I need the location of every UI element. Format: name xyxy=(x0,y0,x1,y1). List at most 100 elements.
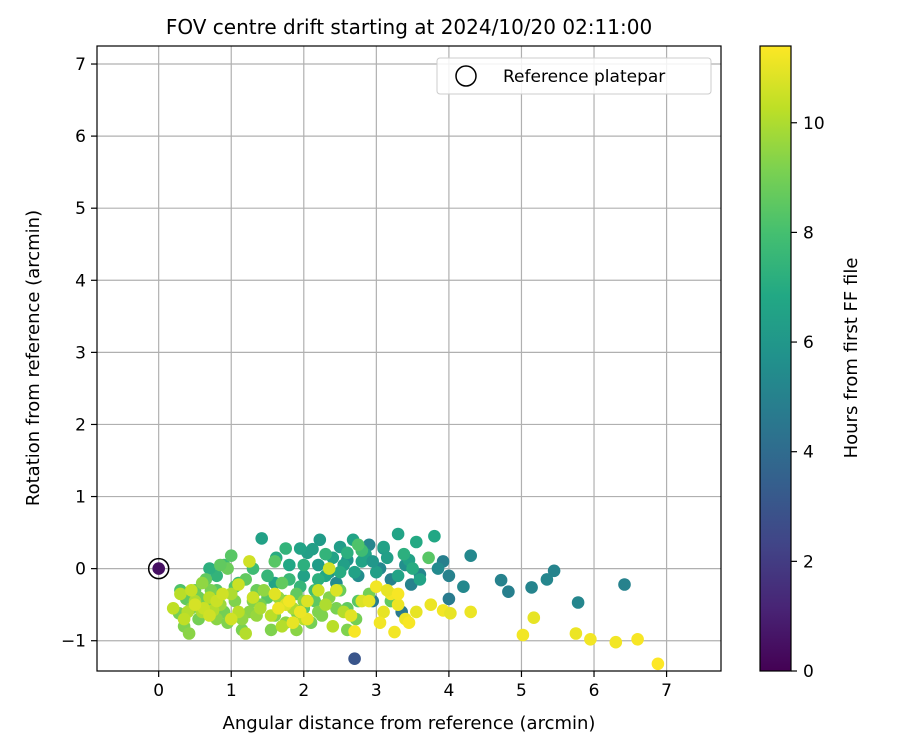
data-point xyxy=(571,596,585,609)
x-tick-label: 2 xyxy=(298,681,309,701)
data-point xyxy=(283,558,296,572)
colorbar-tick-label: 10 xyxy=(803,114,825,134)
data-point xyxy=(319,598,332,611)
data-point xyxy=(391,587,405,601)
x-tick-label: 1 xyxy=(226,681,237,701)
data-point xyxy=(182,627,196,640)
y-tick-label: 6 xyxy=(75,127,86,147)
data-point xyxy=(431,562,445,575)
colorbar-frame xyxy=(759,45,792,672)
x-tick-label: 0 xyxy=(153,681,164,701)
reference-marker xyxy=(147,557,170,580)
y-axis-label: Rotation from reference (arcmin) xyxy=(23,210,44,506)
data-point xyxy=(203,609,216,622)
x-tick-label: 6 xyxy=(589,681,600,701)
data-point xyxy=(322,562,336,575)
data-point xyxy=(224,549,238,562)
colorbar-tick-label: 0 xyxy=(803,662,814,682)
legend-marker xyxy=(455,65,477,87)
data-point xyxy=(380,551,394,565)
data-point xyxy=(272,602,285,615)
data-point xyxy=(442,569,456,583)
colorbar-tick-label: 2 xyxy=(803,552,814,572)
data-point xyxy=(516,628,530,642)
x-axis-label: Angular distance from reference (arcmin) xyxy=(223,713,596,734)
data-point xyxy=(264,623,278,637)
data-point xyxy=(306,542,319,556)
data-point xyxy=(177,612,191,626)
data-point xyxy=(370,580,383,593)
data-point xyxy=(406,562,419,575)
x-tick-label: 4 xyxy=(443,681,454,701)
data-point xyxy=(527,611,541,624)
data-point xyxy=(464,605,478,619)
y-tick-label: 7 xyxy=(75,55,86,75)
data-point xyxy=(275,620,289,633)
data-point xyxy=(348,652,361,665)
data-point xyxy=(569,627,583,640)
data-point xyxy=(283,594,296,608)
data-point xyxy=(547,564,561,578)
data-point xyxy=(239,627,252,640)
legend: Reference platepar xyxy=(436,57,712,95)
x-axis-ticks: 0 1 2 3 4 5 6 7 xyxy=(153,671,672,701)
data-point xyxy=(348,625,361,638)
legend-box xyxy=(436,57,712,95)
data-point xyxy=(188,598,202,611)
y-tick-label: 1 xyxy=(75,488,86,508)
data-point xyxy=(152,562,165,575)
data-point xyxy=(319,547,332,561)
data-point xyxy=(166,602,180,615)
data-point xyxy=(268,555,282,568)
data-point xyxy=(216,587,229,601)
data-point xyxy=(618,578,631,591)
data-point xyxy=(494,573,508,587)
data-point xyxy=(312,558,325,572)
colorbar-tick-label: 8 xyxy=(803,223,814,243)
data-point xyxy=(293,605,307,619)
data-point xyxy=(185,584,198,597)
reference-point xyxy=(147,557,170,580)
data-point xyxy=(341,546,354,560)
data-point xyxy=(397,547,411,561)
data-point xyxy=(253,602,267,615)
data-point xyxy=(380,584,394,597)
data-point xyxy=(410,535,423,549)
data-point xyxy=(344,609,358,622)
y-tick-label: 3 xyxy=(75,343,86,363)
y-axis-ticks: −1 0 1 2 3 4 5 6 7 xyxy=(61,55,97,652)
colorbar-gradient xyxy=(760,46,791,671)
y-tick-label: 5 xyxy=(75,199,86,219)
data-point xyxy=(391,527,405,541)
data-point xyxy=(457,580,470,593)
colorbar-ticks: 0 2 4 6 8 10 xyxy=(791,114,825,682)
data-point xyxy=(286,616,300,629)
data-point xyxy=(297,558,311,572)
data-point xyxy=(366,555,380,568)
data-point xyxy=(388,625,401,639)
data-point xyxy=(584,633,597,646)
data-point xyxy=(464,549,478,562)
x-tick-label: 3 xyxy=(371,681,382,701)
data-point xyxy=(348,565,361,579)
data-point xyxy=(424,598,438,611)
grid xyxy=(97,46,721,671)
y-tick-label: 2 xyxy=(75,415,86,435)
data-point xyxy=(351,538,365,552)
data-point xyxy=(297,569,311,583)
data-point xyxy=(203,562,216,575)
data-point xyxy=(224,612,238,626)
data-point xyxy=(609,635,623,649)
x-tick-label: 5 xyxy=(516,681,527,701)
data-point xyxy=(312,573,325,586)
data-point xyxy=(391,569,405,583)
data-point xyxy=(313,533,327,547)
data-point xyxy=(525,581,538,594)
y-tick-label: 4 xyxy=(75,271,86,291)
data-point xyxy=(410,605,423,619)
colorbar-tick-label: 4 xyxy=(803,443,814,463)
data-point xyxy=(268,587,282,601)
y-tick-label: 0 xyxy=(75,560,86,580)
data-point xyxy=(330,584,343,597)
